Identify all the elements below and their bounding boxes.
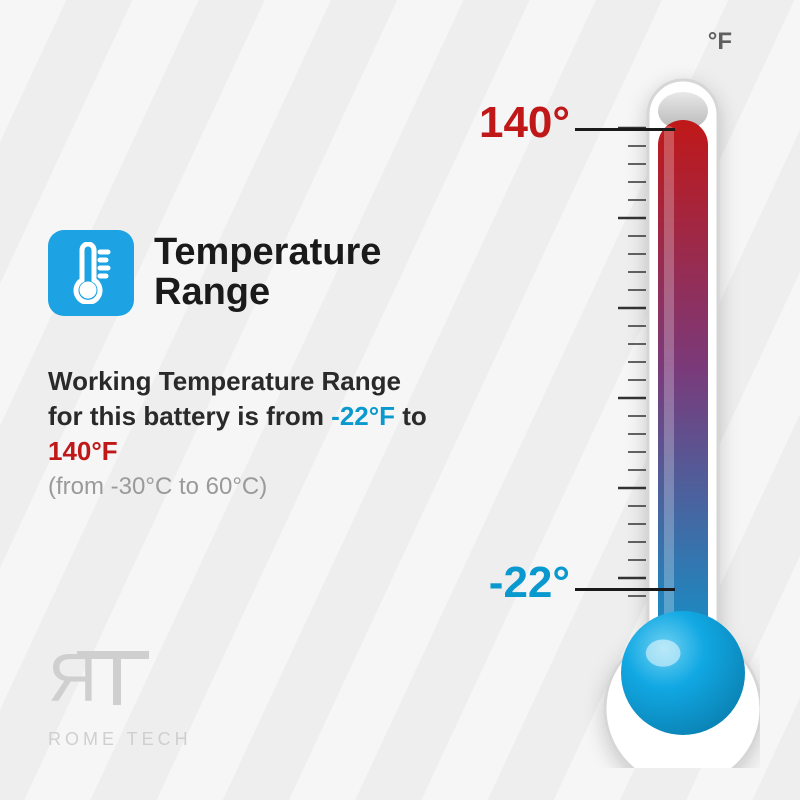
high-leader-line xyxy=(575,128,675,131)
title-row: Temperature Range xyxy=(48,230,428,316)
desc-mid: to xyxy=(402,401,427,431)
low-temp-label: -22° xyxy=(489,558,570,608)
title-text: Temperature Range xyxy=(154,233,381,313)
brand-mark-t xyxy=(87,651,149,711)
infographic-canvas: Temperature Range Working Temperature Ra… xyxy=(0,0,800,800)
description-sub: (from -30°C to 60°C) xyxy=(48,473,428,501)
desc-low: -22°F xyxy=(331,401,395,431)
thermometer-icon xyxy=(48,230,134,316)
low-leader-line xyxy=(575,588,675,591)
brand-mark: Я xyxy=(48,651,192,711)
thermometer-icon-svg xyxy=(66,242,116,304)
left-block: Temperature Range Working Temperature Ra… xyxy=(48,230,428,501)
brand-name: ROME TECH xyxy=(48,729,192,750)
desc-high: 140°F xyxy=(48,436,118,466)
high-temp-label: 140° xyxy=(479,98,570,148)
description: Working Temperature Range for this batte… xyxy=(48,364,428,469)
brand-block: Я ROME TECH xyxy=(48,651,192,750)
unit-label: °F xyxy=(708,28,732,56)
thermometer: °F 140° -22° xyxy=(500,28,760,768)
